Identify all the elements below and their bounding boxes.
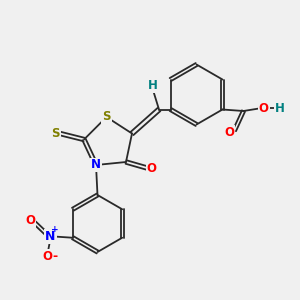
Text: O: O [25, 214, 35, 227]
Text: O: O [259, 101, 269, 115]
Text: +: + [51, 225, 59, 234]
Text: H: H [274, 101, 284, 115]
Text: H: H [148, 79, 158, 92]
Text: O: O [224, 125, 234, 139]
Text: -: - [52, 250, 57, 263]
Text: O: O [146, 161, 157, 175]
Text: S: S [102, 110, 111, 124]
Text: S: S [51, 127, 60, 140]
Text: N: N [45, 230, 56, 243]
Text: N: N [91, 158, 101, 172]
Text: O: O [42, 250, 52, 263]
